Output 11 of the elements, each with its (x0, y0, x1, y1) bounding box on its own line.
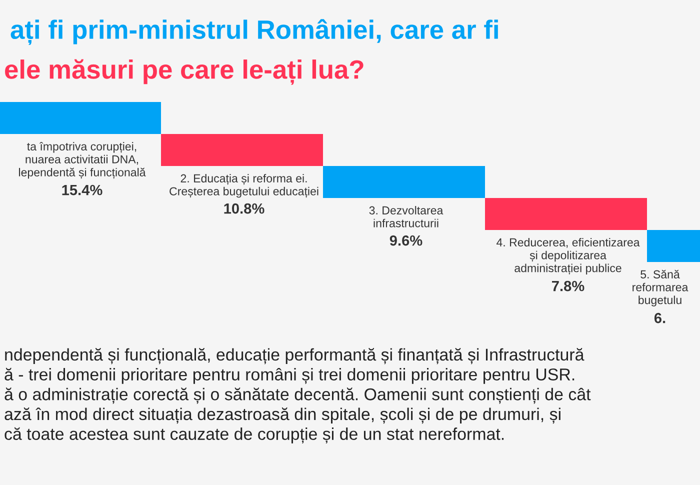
data-label: 9.6% (390, 235, 422, 246)
data-label: 10.8% (224, 203, 264, 214)
text: ele măsuri pe care le-ați lua? (5, 59, 364, 85)
data-label: 6. (654, 312, 666, 324)
text: ați fi prim-ministrul României, care ar fi (10, 19, 498, 45)
category-label: 2. Educația și reforma ei. Creșterea bugetului educației (170, 174, 318, 198)
data-label: 15.4% (62, 184, 102, 196)
text: ndependentă și funcțională, educație performantă și finanțată și Infrastructură ă - trei domenii prioritare pentru români și trei domenii prioritare pentru USR. ă o administrație corectă și o sănătate decentă. Oamenii sunt conștienți de cât ază în mod direct situația dezastroasă din spitale, școli și de pe drumuri, și că toate acestea sunt cauzate de corupție și de un stat nereformat. (4, 348, 591, 444)
category-label: ta împotriva corupției, nuarea activitatii DNA, lependentă și funcțională (19, 142, 146, 179)
category-label: 3. Dezvoltarea infrastructurii (369, 206, 444, 228)
data-label: 7.8% (552, 280, 584, 292)
